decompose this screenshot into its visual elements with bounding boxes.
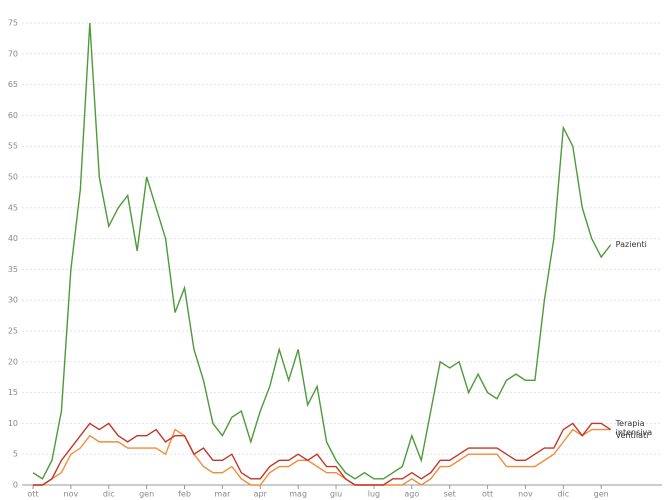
y-tick-label: 75 bbox=[8, 19, 18, 28]
y-tick-label: 10 bbox=[8, 419, 18, 428]
y-tick-label: 0 bbox=[13, 481, 18, 490]
x-tick-label: feb bbox=[178, 490, 191, 499]
x-tick-label: ott bbox=[482, 490, 493, 499]
x-tick-label: set bbox=[444, 490, 456, 499]
x-tick-label: nov bbox=[64, 490, 79, 499]
x-tick-label: lug bbox=[368, 490, 380, 499]
x-tick-label: gen bbox=[594, 490, 609, 499]
y-tick-label: 60 bbox=[8, 111, 18, 120]
y-tick-label: 65 bbox=[8, 80, 18, 89]
x-tick-label: dic bbox=[103, 490, 115, 499]
x-tick-label: apr bbox=[254, 490, 268, 499]
x-tick-label: nov bbox=[518, 490, 533, 499]
y-tick-label: 15 bbox=[8, 388, 18, 397]
y-tick-label: 40 bbox=[8, 234, 18, 243]
y-tick-label: 30 bbox=[8, 296, 18, 305]
x-tick-label: ott bbox=[27, 490, 38, 499]
x-tick-label: gen bbox=[139, 490, 154, 499]
y-tick-label: 25 bbox=[8, 327, 18, 336]
x-tick-label: mar bbox=[214, 490, 231, 499]
x-tick-label: dic bbox=[557, 490, 569, 499]
series-label: Terapia intensiva bbox=[615, 418, 653, 437]
x-tick-label: mag bbox=[289, 490, 307, 499]
y-tick-label: 35 bbox=[8, 265, 18, 274]
series-line bbox=[33, 422, 612, 486]
series-label: Ventilati bbox=[615, 430, 649, 440]
x-tick-label: ago bbox=[404, 490, 419, 499]
x-tick-label: giu bbox=[330, 490, 342, 499]
series-line bbox=[33, 428, 611, 486]
y-tick-label: 5 bbox=[13, 450, 18, 459]
y-tick-label: 45 bbox=[8, 203, 18, 212]
y-tick-label: 55 bbox=[8, 142, 18, 151]
y-tick-label: 50 bbox=[8, 173, 18, 182]
y-tick-label: 20 bbox=[8, 357, 18, 366]
y-tick-label: 70 bbox=[8, 49, 18, 58]
series-label: Pazienti bbox=[615, 239, 647, 249]
series-line bbox=[32, 22, 612, 480]
